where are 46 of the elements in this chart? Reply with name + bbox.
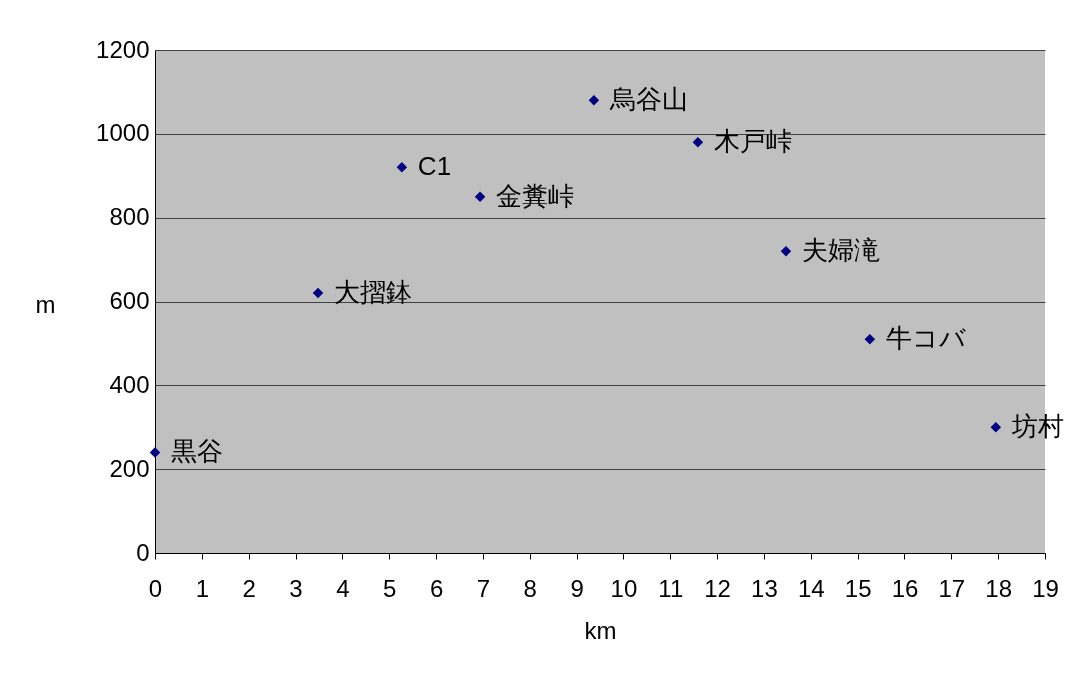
point [780, 245, 792, 257]
annotation: 大摺鉢 [334, 277, 413, 308]
y-tick-label: 600 [109, 287, 150, 314]
point [864, 333, 876, 345]
point [692, 136, 704, 148]
x-tick-label: 13 [751, 574, 778, 602]
x-tick-label: 19 [1032, 574, 1059, 602]
x-tick-label: 14 [797, 574, 825, 602]
x-tick-label: 5 [383, 574, 397, 602]
annotation: 牛コバ [885, 323, 966, 354]
point [396, 162, 408, 173]
x-tick-label: 8 [523, 574, 537, 602]
x-axis-title: km [584, 616, 617, 644]
x-tick-label: 6 [429, 574, 444, 602]
x-tick-label: 17 [938, 574, 966, 602]
point [312, 287, 324, 299]
annotation: C1 [417, 151, 452, 182]
x-tick-label: 11 [658, 574, 684, 602]
y-tick-label: 400 [109, 370, 150, 398]
x-tick-label: 4 [336, 574, 350, 602]
x-tick-label: 15 [844, 574, 872, 602]
y-tick-label: 200 [109, 454, 150, 482]
x-tick-label: 7 [476, 574, 491, 602]
annotation: 木戸峠 [713, 126, 792, 157]
y-tick-label: 0 [136, 538, 150, 566]
x-tick-label: 9 [570, 574, 584, 602]
y-axis-title: m [35, 290, 56, 318]
x-tick-label: 12 [704, 574, 731, 602]
y-tick-label: 800 [109, 203, 150, 231]
x-tick-label: 3 [289, 574, 303, 602]
x-tick-label: 18 [985, 574, 1013, 602]
x-tick-label: 1 [195, 574, 210, 602]
point [149, 447, 161, 458]
annotation: 烏谷山 [608, 84, 688, 115]
annotation: 夫婦滝 [801, 235, 880, 266]
y-tick-label: 1000 [96, 119, 150, 147]
y-tick-label: 1200 [96, 35, 150, 63]
annotation: 黒谷 [171, 436, 223, 467]
x-tick-label: 16 [891, 574, 919, 602]
point [990, 422, 1002, 433]
x-tick-label: 10 [610, 574, 638, 602]
annotation: 坊村 [1010, 411, 1064, 442]
point [588, 95, 600, 106]
point [474, 191, 486, 202]
annotation: 金糞峠 [496, 180, 575, 211]
x-tick-label: 2 [242, 574, 256, 602]
